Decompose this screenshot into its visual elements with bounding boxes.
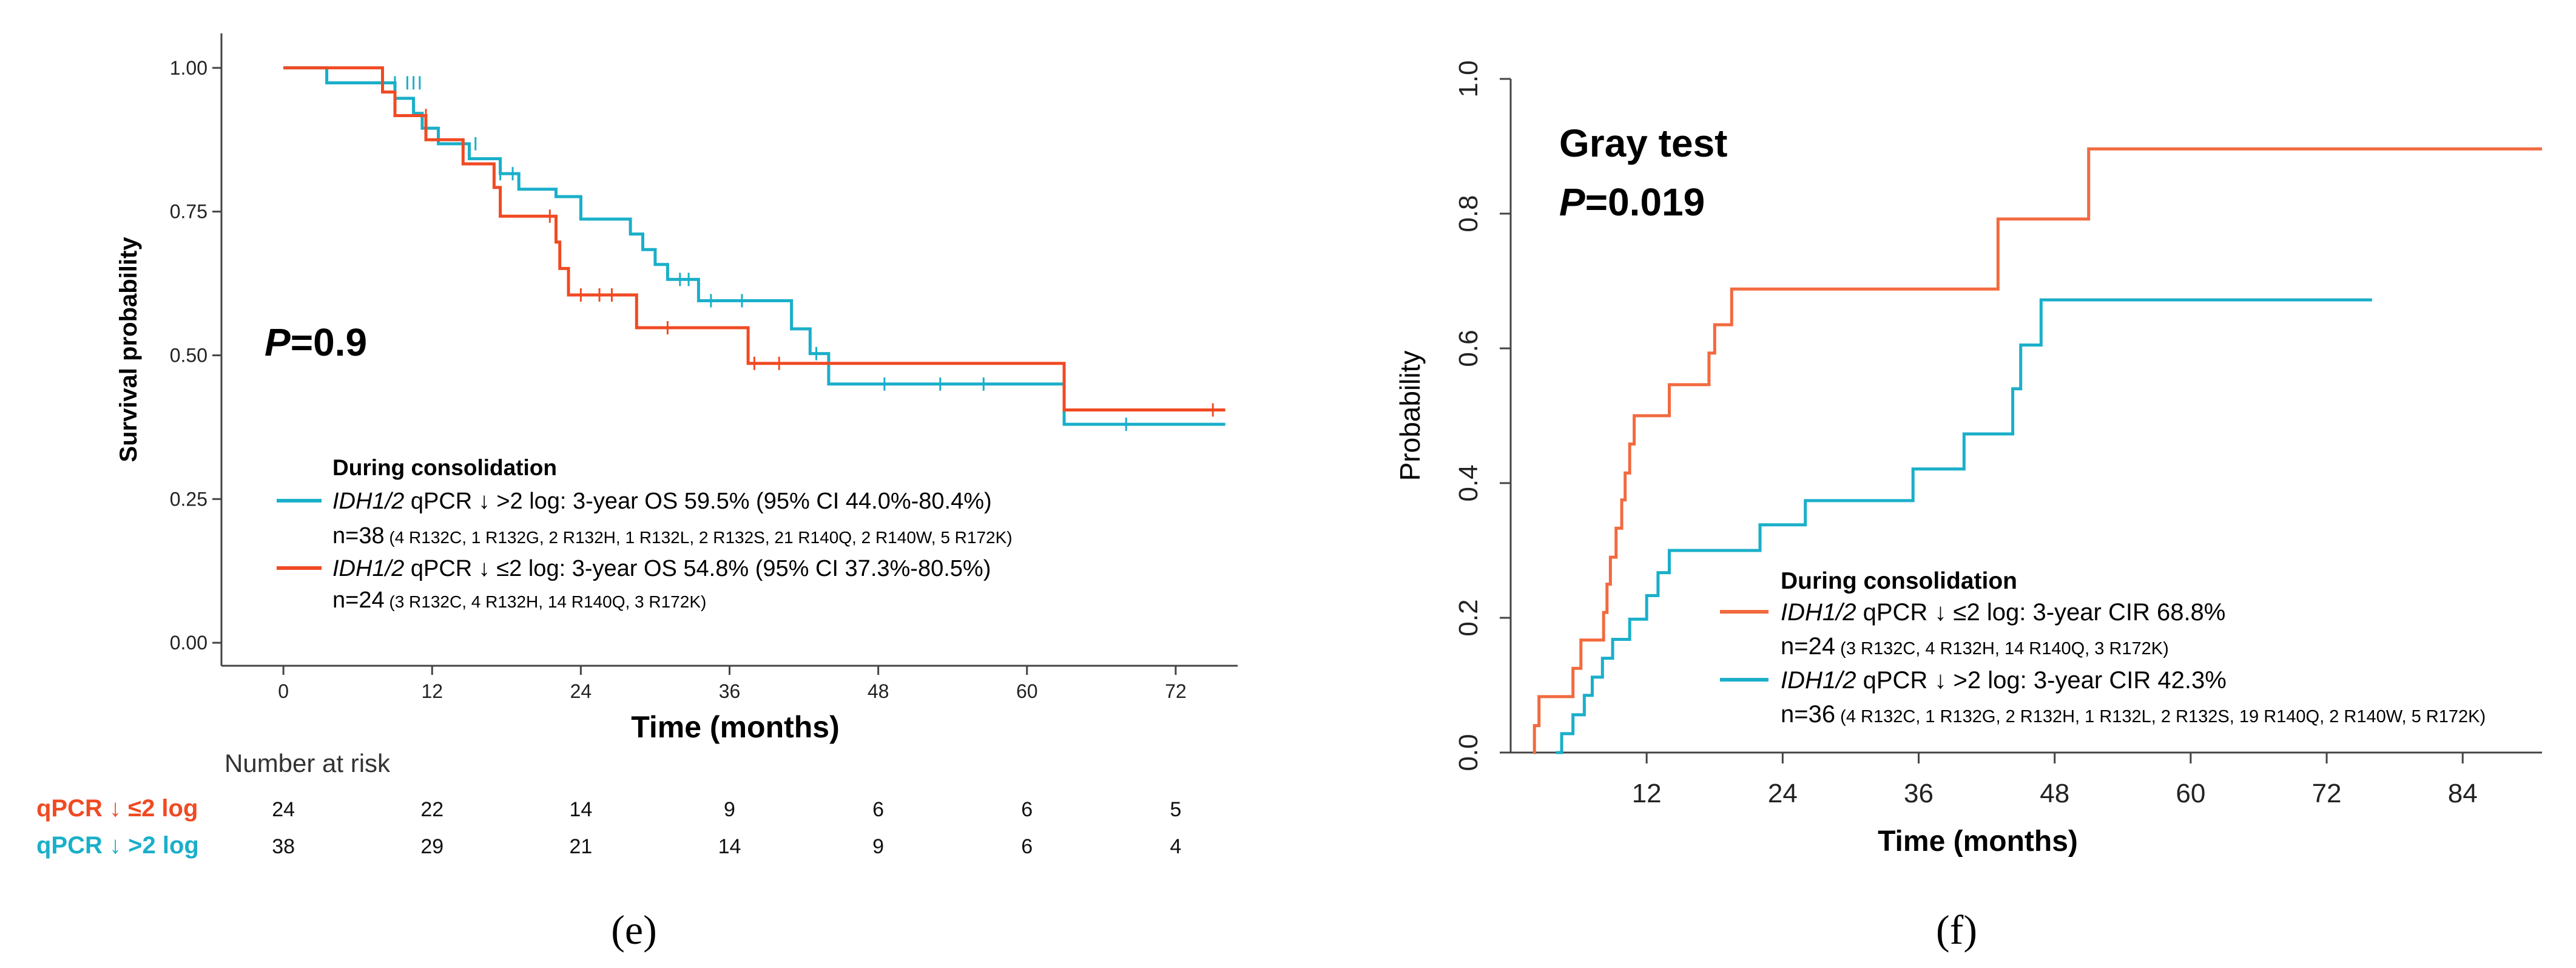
f-y-tick-label: 0.6 <box>1454 330 1483 367</box>
e-risk-value: 38 <box>272 835 295 858</box>
e-legend-entry-2-gene: IDH1/2 <box>332 556 404 581</box>
f-x-tick-label: 60 <box>2176 779 2205 808</box>
e-legend-entry-1-detail: (4 R132C, 1 R132G, 2 R132H, 1 R132L, 2 R… <box>385 528 1013 547</box>
e-risk-table: Number at risk qPCR ↓ ≤2 log qPCR ↓ >2 l… <box>36 749 1181 859</box>
e-risk-value: 6 <box>872 798 884 821</box>
e-risk-values: 24 22 14 9 6 6 5 38 29 21 14 9 6 4 <box>272 798 1181 858</box>
e-risk-value: 14 <box>569 798 592 821</box>
e-x-tick-label: 72 <box>1165 680 1187 702</box>
e-risk-table-title: Number at risk <box>224 749 391 777</box>
e-x-tick-label: 12 <box>421 680 443 702</box>
f-annotation-title: Gray test <box>1559 121 1727 165</box>
e-x-tick-label: 24 <box>570 680 592 702</box>
e-legend-entry-1-text: qPCR ↓ >2 log: 3-year OS 59.5% (95% CI 4… <box>404 489 991 514</box>
panel-f: 0.0 0.2 0.4 0.6 0.8 1.0 12 24 36 48 60 72 84 Probab… <box>1394 60 2542 953</box>
e-legend-entry-1-n-label: n=38 <box>332 523 385 549</box>
e-legend-header: During consolidation <box>332 455 557 480</box>
f-p-value: P=0.019 <box>1559 180 1705 224</box>
e-risk-value: 14 <box>718 835 741 858</box>
e-risk-value: 22 <box>420 798 443 821</box>
f-x-axis-label: Time (months) <box>1878 825 2078 858</box>
e-risk-value: 21 <box>569 835 592 858</box>
e-p-rest: =0.9 <box>291 320 367 364</box>
f-legend-entry-2-n-label: n=36 <box>1781 701 1835 728</box>
e-censor-marks <box>394 76 1214 432</box>
f-legend-entry-1-text: qPCR ↓ ≤2 log: 3-year CIR 68.8% <box>1856 599 2226 626</box>
f-legend-entry-2-detail: (4 R132C, 1 R132G, 2 R132H, 1 R132L, 2 R… <box>1835 707 2486 726</box>
e-y-ticks: 0.00 0.25 0.50 0.75 1.00 <box>170 57 221 654</box>
e-legend-entry-2-n: n=24 (3 R132C, 4 R132H, 14 R140Q, 3 R172… <box>332 587 706 613</box>
e-legend-entry-1: IDH1/2 qPCR ↓ >2 log: 3-year OS 59.5% (9… <box>332 489 992 514</box>
e-risk-value: 4 <box>1170 835 1181 858</box>
e-p-letter: P <box>265 320 291 364</box>
e-legend-entry-1-gene: IDH1/2 <box>332 489 404 514</box>
f-x-ticks: 12 24 36 48 60 72 84 <box>1632 753 2478 808</box>
e-x-axis-label: Time (months) <box>631 710 840 744</box>
f-p-letter: P <box>1559 180 1585 224</box>
f-legend: During consolidation IDH1/2 qPCR ↓ ≤2 lo… <box>1720 568 2486 728</box>
f-y-tick-label: 0.4 <box>1454 464 1483 501</box>
e-legend-entry-2: IDH1/2 qPCR ↓ ≤2 log: 3-year OS 54.8% (9… <box>332 556 991 581</box>
f-panel-label: (f) <box>1936 907 1977 953</box>
e-risk-row-2-label: qPCR ↓ >2 log <box>36 832 199 859</box>
e-series-line-2 <box>283 66 1226 411</box>
f-y-tick-label: 0.2 <box>1454 599 1483 636</box>
e-risk-value: 24 <box>272 798 295 821</box>
f-legend-entry-1-n-label: n=24 <box>1781 633 1835 660</box>
e-series-line-1 <box>283 66 1226 426</box>
e-risk-value: 29 <box>420 835 443 858</box>
panel-e: 0.00 0.25 0.50 0.75 1.00 0 12 24 36 48 60 72 Survi… <box>36 33 1238 953</box>
e-legend-entry-1-n: n=38 (4 R132C, 1 R132G, 2 R132H, 1 R132L… <box>332 523 1013 549</box>
f-series-line-1 <box>1532 147 2542 754</box>
f-y-tick-label: 1.0 <box>1454 60 1483 97</box>
e-risk-row-1-label: qPCR ↓ ≤2 log <box>36 795 198 822</box>
e-y-tick-label: 0.50 <box>170 344 207 366</box>
e-series-lines <box>283 66 1226 426</box>
f-x-tick-label: 48 <box>2040 779 2069 808</box>
f-series-line-2 <box>1556 298 2372 754</box>
f-x-tick-label: 36 <box>1904 779 1934 808</box>
e-x-ticks: 0 12 24 36 48 60 72 <box>278 666 1187 702</box>
e-p-value: P=0.9 <box>265 320 367 364</box>
e-legend-entry-2-n-label: n=24 <box>332 587 385 613</box>
f-legend-entry-2: IDH1/2 qPCR ↓ >2 log: 3-year CIR 42.3% <box>1781 667 2227 694</box>
e-y-tick-label: 0.75 <box>170 201 207 223</box>
e-x-tick-label: 48 <box>868 680 889 702</box>
f-legend-entry-2-n: n=36 (4 R132C, 1 R132G, 2 R132H, 1 R132L… <box>1781 701 2486 728</box>
e-risk-value: 6 <box>1021 835 1033 858</box>
f-y-ticks: 0.0 0.2 0.4 0.6 0.8 1.0 <box>1454 60 1511 771</box>
e-risk-value: 5 <box>1170 798 1181 821</box>
e-y-tick-label: 0.25 <box>170 488 207 510</box>
f-series-lines <box>1532 147 2542 754</box>
f-x-tick-label: 12 <box>1632 779 1662 808</box>
e-legend-entry-2-detail: (3 R132C, 4 R132H, 14 R140Q, 3 R172K) <box>385 592 707 611</box>
e-legend-entry-2-text: qPCR ↓ ≤2 log: 3-year OS 54.8% (95% CI 3… <box>404 556 991 581</box>
f-x-tick-label: 24 <box>1768 779 1798 808</box>
e-risk-value: 6 <box>1021 798 1033 821</box>
f-legend-entry-2-gene: IDH1/2 <box>1781 667 1856 694</box>
f-legend-header: During consolidation <box>1781 568 2017 594</box>
e-risk-value: 9 <box>872 835 884 858</box>
e-y-tick-label: 1.00 <box>170 57 207 79</box>
e-x-tick-label: 0 <box>278 680 289 702</box>
e-panel-label: (e) <box>611 907 656 953</box>
f-x-tick-label: 72 <box>2312 779 2342 808</box>
f-x-tick-label: 84 <box>2448 779 2478 808</box>
f-y-tick-label: 0.8 <box>1454 195 1483 232</box>
e-risk-value: 9 <box>724 798 735 821</box>
f-legend-entry-1-detail: (3 R132C, 4 R132H, 14 R140Q, 3 R172K) <box>1835 639 2169 658</box>
e-x-tick-label: 60 <box>1016 680 1038 702</box>
f-legend-entry-1-n: n=24 (3 R132C, 4 R132H, 14 R140Q, 3 R172… <box>1781 633 2169 660</box>
f-legend-entry-1-gene: IDH1/2 <box>1781 599 1856 626</box>
e-legend: During consolidation IDH1/2 qPCR ↓ >2 lo… <box>277 455 1013 613</box>
e-x-tick-label: 36 <box>719 680 741 702</box>
e-y-axis-label: Survival probability <box>115 237 142 462</box>
e-y-tick-label: 0.00 <box>170 632 207 654</box>
f-y-axis-label: Probability <box>1394 351 1426 481</box>
f-legend-entry-2-text: qPCR ↓ >2 log: 3-year CIR 42.3% <box>1856 667 2227 694</box>
f-legend-entry-1: IDH1/2 qPCR ↓ ≤2 log: 3-year CIR 68.8% <box>1781 599 2225 626</box>
f-y-tick-label: 0.0 <box>1454 734 1483 771</box>
f-p-rest: =0.019 <box>1585 180 1705 224</box>
